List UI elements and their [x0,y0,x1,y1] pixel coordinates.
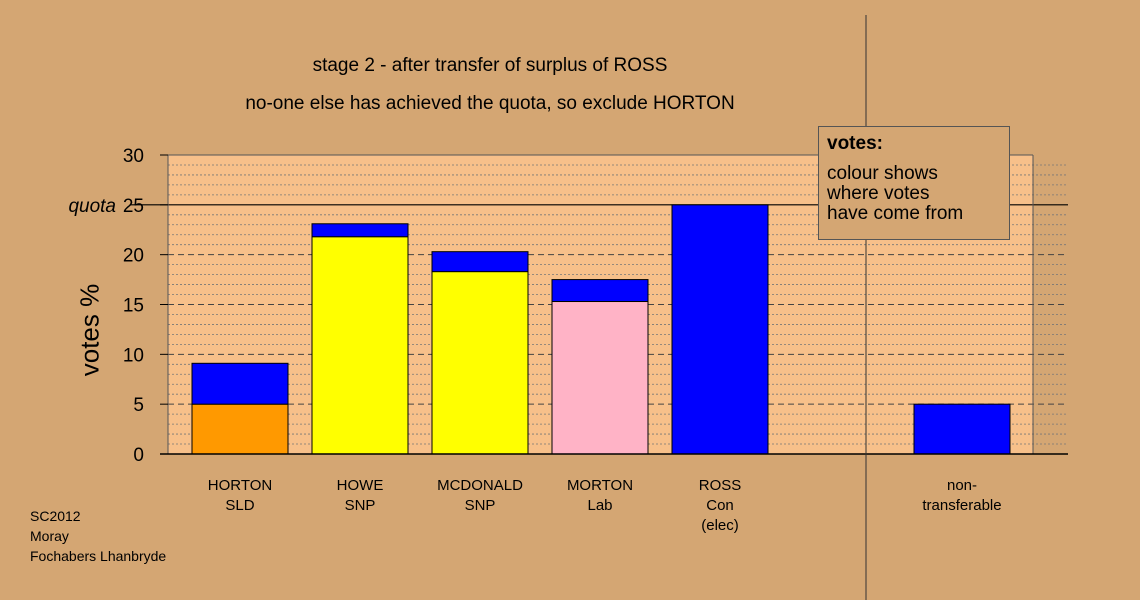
y-tick-label: 20 [123,246,144,267]
legend-line-1: colour shows [827,163,938,184]
y-tick-label: 25 [123,196,144,217]
y-tick-label: 10 [123,345,144,366]
x-tick-label: SNP [465,497,496,514]
x-tick-label: MORTON [567,477,633,494]
y-tick-label: 15 [123,296,144,317]
y-tick-labels: 0 5 10 15 20 quota 25 30 [68,146,144,466]
x-tick-label: transferable [922,497,1001,514]
x-tick-label: SNP [345,497,376,514]
x-tick-label: (elec) [701,517,739,534]
y-tick-label: 5 [133,395,144,416]
y-axis-label: votes % [74,283,105,377]
bar-transferred-howe [311,223,409,238]
x-tick-label: MCDONALD [437,477,523,494]
bar-first-preferences-horton [191,403,289,455]
x-tick-label: non- [947,477,977,494]
footer-council: Moray [30,528,69,544]
bar-first-preferences-howe [311,236,409,455]
x-tick-label: Con [706,497,734,514]
x-tick-label: HOWE [337,477,384,494]
axes [160,15,1068,600]
bar-transferred-horton [191,362,289,405]
footer-election: SC2012 [30,508,81,524]
bar-transferred-non [913,403,1011,455]
bar-first-preferences-mcdonald [431,271,529,455]
chart-title: stage 2 - after transfer of surplus of R… [312,55,668,76]
bar-first-preferences-morton [551,301,649,455]
x-tick-labels: HORTON SLD HOWE SNP MCDONALD SNP MORTON Lab ROSS… [208,477,1002,534]
bar-first-preferences-ross [671,204,769,455]
x-tick-label: ROSS [699,477,742,494]
y-tick-label: 0 [133,445,144,466]
y-tick-label-quota-word: quota [68,196,116,217]
y-tick-label: 30 [123,146,144,167]
bars [191,204,1011,455]
chart-subtitle: no-one else has achieved the quota, so e… [245,93,735,114]
legend-line-2: where votes [827,183,930,204]
legend-title: votes: [827,133,883,154]
x-tick-label: SLD [225,497,254,514]
legend-box: votes: colour shows where votes have com… [818,126,1010,240]
footer-ward: Fochabers Lhanbryde [30,548,167,564]
x-tick-label: Lab [587,497,612,514]
footer-notes: SC2012 Moray Fochabers Lhanbryde [30,506,166,566]
bar-transferred-morton [551,279,649,303]
bar-transferred-mcdonald [431,251,529,273]
legend-line-3: have come from [827,203,964,224]
x-tick-label: HORTON [208,477,272,494]
